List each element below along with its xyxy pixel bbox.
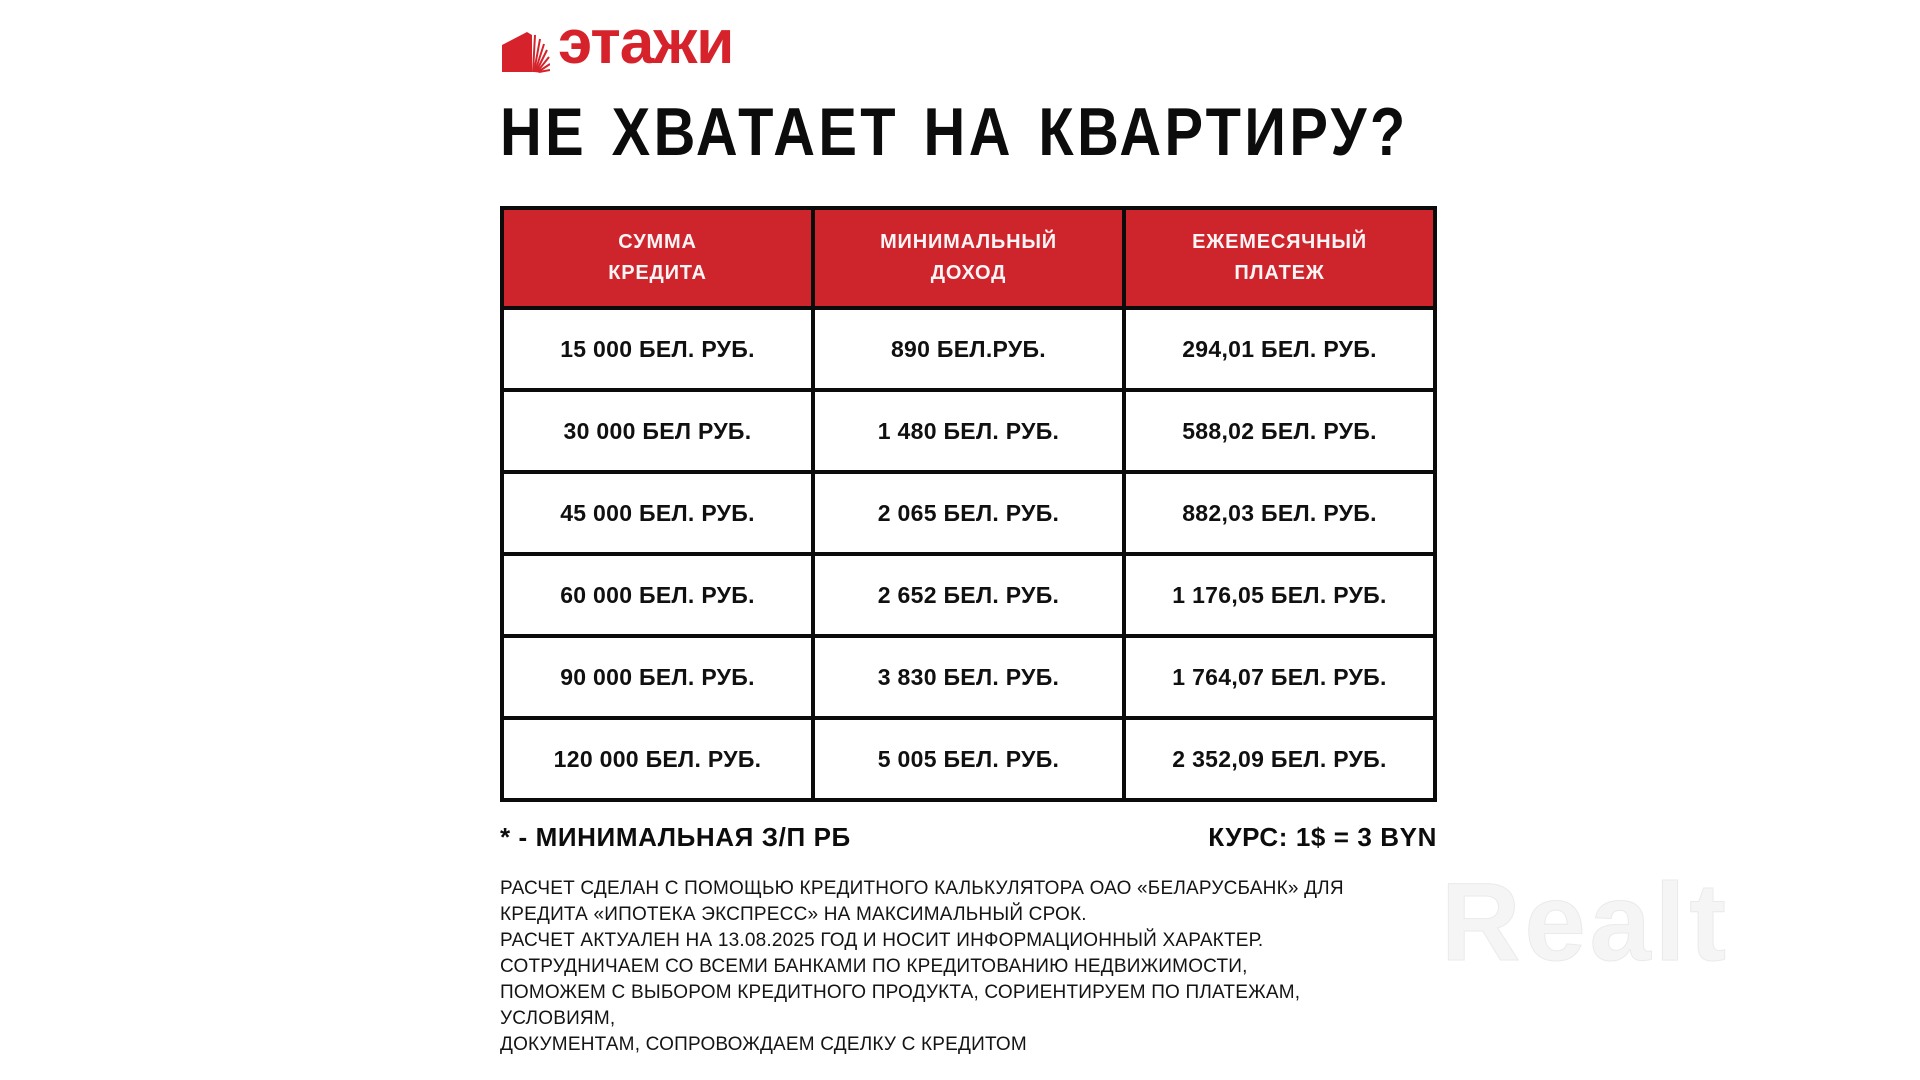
footnote-exchange-rate: КУРС: 1$ = 3 BYN [1208, 822, 1437, 852]
etazhi-house-icon [502, 32, 550, 73]
table-cell-credit: 120 000 БЕЛ. РУБ. [500, 716, 815, 802]
disclaimer-text: РАСЧЕТ СДЕЛАН С ПОМОЩЬЮ КРЕДИТНОГО КАЛЬК… [500, 878, 1344, 1055]
credit-table-head: СУММА КРЕДИТА МИНИМАЛЬНЫЙ ДОХОД ЕЖЕМЕСЯЧ… [500, 206, 1437, 310]
table-row: 15 000 БЕЛ. РУБ. 890 БЕЛ.РУБ. 294,01 БЕЛ… [500, 306, 1437, 392]
table-row: 60 000 БЕЛ. РУБ. 2 652 БЕЛ. РУБ. 1 176,0… [500, 552, 1437, 638]
table-cell-credit: 90 000 БЕЛ. РУБ. [500, 634, 815, 720]
table-row: 120 000 БЕЛ. РУБ. 5 005 БЕЛ. РУБ. 2 352,… [500, 716, 1437, 802]
realt-watermark: Realt [1441, 861, 1730, 984]
table-header-row: СУММА КРЕДИТА МИНИМАЛЬНЫЙ ДОХОД ЕЖЕМЕСЯЧ… [500, 206, 1437, 310]
brand-logo-text: этажи [558, 8, 734, 77]
col-header-min-income: МИНИМАЛЬНЫЙ ДОХОД [811, 206, 1126, 310]
col-header-credit-sum: СУММА КРЕДИТА [500, 206, 815, 310]
credit-table: СУММА КРЕДИТА МИНИМАЛЬНЫЙ ДОХОД ЕЖЕМЕСЯЧ… [500, 206, 1437, 802]
table-cell-payment: 294,01 БЕЛ. РУБ. [1122, 306, 1437, 392]
col-header-monthly-payment: ЕЖЕМЕСЯЧНЫЙ ПЛАТЕЖ [1122, 206, 1437, 310]
footnotes-row: * - МИНИМАЛЬНАЯ З/П РБ КУРС: 1$ = 3 BYN [500, 822, 1437, 853]
table-row: 45 000 БЕЛ. РУБ. 2 065 БЕЛ. РУБ. 882,03 … [500, 470, 1437, 556]
table-cell-income: 2 652 БЕЛ. РУБ. [811, 552, 1126, 638]
table-cell-income: 2 065 БЕЛ. РУБ. [811, 470, 1126, 556]
footnote-min-salary: * - МИНИМАЛЬНАЯ З/П РБ [500, 822, 851, 852]
table-cell-payment: 588,02 БЕЛ. РУБ. [1122, 388, 1437, 474]
page-title: НЕ ХВАТАЕТ НА КВАРТИРУ? [500, 94, 1409, 170]
table-cell-payment: 1 764,07 БЕЛ. РУБ. [1122, 634, 1437, 720]
table-row: 90 000 БЕЛ. РУБ. 3 830 БЕЛ. РУБ. 1 764,0… [500, 634, 1437, 720]
table-cell-payment: 1 176,05 БЕЛ. РУБ. [1122, 552, 1437, 638]
credit-table-body: 15 000 БЕЛ. РУБ. 890 БЕЛ.РУБ. 294,01 БЕЛ… [500, 306, 1437, 802]
table-row: 30 000 БЕЛ РУБ. 1 480 БЕЛ. РУБ. 588,02 Б… [500, 388, 1437, 474]
table-cell-payment: 2 352,09 БЕЛ. РУБ. [1122, 716, 1437, 802]
table-cell-credit: 30 000 БЕЛ РУБ. [500, 388, 815, 474]
table-cell-payment: 882,03 БЕЛ. РУБ. [1122, 470, 1437, 556]
table-cell-income: 5 005 БЕЛ. РУБ. [811, 716, 1126, 802]
table-cell-income: 890 БЕЛ.РУБ. [811, 306, 1126, 392]
table-cell-credit: 15 000 БЕЛ. РУБ. [500, 306, 815, 392]
table-cell-income: 1 480 БЕЛ. РУБ. [811, 388, 1126, 474]
table-cell-credit: 45 000 БЕЛ. РУБ. [500, 470, 815, 556]
table-cell-credit: 60 000 БЕЛ. РУБ. [500, 552, 815, 638]
table-cell-income: 3 830 БЕЛ. РУБ. [811, 634, 1126, 720]
